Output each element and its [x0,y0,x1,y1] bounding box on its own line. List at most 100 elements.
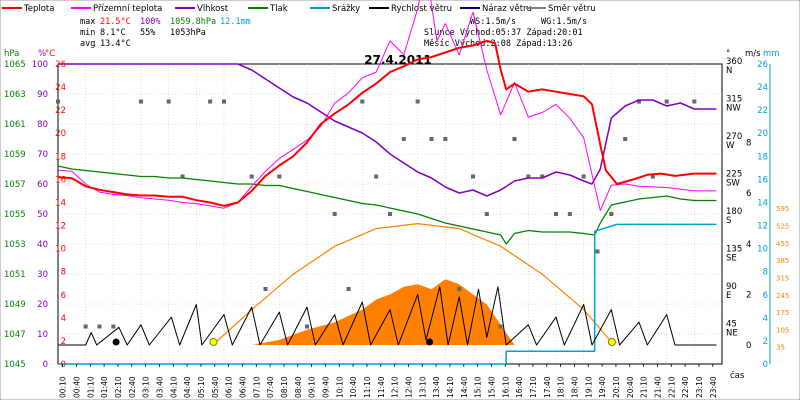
press-tick-2: 1061 [4,120,26,130]
mm-tick-9: 8 [763,268,768,278]
axis-unit-mm: mm [763,49,780,59]
time-tick-25: 12:40 [404,376,413,398]
wind-direction-point-29 [554,212,558,216]
legend-label-3: Tlak [269,4,288,14]
time-tick-34: 17:10 [529,376,538,398]
ms-tick-2: 4 [746,240,751,250]
dir-compass-3: SW [726,179,740,189]
ms-tick-3: 2 [746,290,751,300]
hum-tick-8: 20 [37,300,48,310]
sun-elevation-line [212,223,615,346]
time-tick-13: 06:40 [238,376,247,398]
legend-label-5: Rychlost větru [391,4,452,14]
rain-line [58,223,717,365]
dir-tick-7: 45 [726,320,737,330]
press-tick-3: 1059 [4,150,26,160]
wind-direction-point-22 [457,287,462,291]
ms-tick-1: 6 [746,189,751,199]
wind-direction-point-1 [83,324,88,329]
wind-direction-point-6 [180,174,185,179]
temp-tick-8: 10 [55,245,66,255]
temp-tick-5: 16 [55,175,66,185]
dir-tick-5: 135 [726,245,742,255]
wind-direction-point-5 [166,99,171,104]
wind-direction-point-23 [471,174,475,179]
wind-speed-line [58,286,717,346]
wind-direction-point-16 [374,174,379,179]
dir-compass-7: NE [726,329,738,339]
wind-direction-point-20 [429,137,434,141]
time-tick-47: 23:40 [709,376,718,398]
axis-unit-ms: m/s [745,49,761,59]
mm-tick-4: 18 [757,152,768,162]
hum-tick-9: 10 [37,330,48,340]
wind-direction-point-10 [263,287,268,291]
axis-unit-temp: °C [45,49,55,59]
time-tick-40: 20:10 [612,376,621,398]
wind-direction-point-33 [609,212,614,216]
time-tick-1: 00:40 [72,376,81,398]
humidity-line [58,63,717,197]
mm-fine-tick-10: 245 [776,292,789,300]
wind-direction-point-24 [484,212,489,216]
wind-direction-point-34 [623,137,628,141]
time-tick-10: 05:10 [197,376,206,398]
press-tick-1: 1063 [4,90,26,100]
time-tick-45: 22:40 [681,376,690,398]
stats-max-temp: 21.5°C [100,17,131,27]
sunset-marker [607,338,616,346]
time-tick-15: 07:40 [266,376,275,398]
mm-tick-11: 4 [763,314,768,324]
wind-direction-point-19 [415,99,420,104]
time-tick-28: 14:10 [446,376,455,398]
wind-direction-point-26 [512,137,517,141]
press-tick-4: 1057 [4,180,26,190]
press-tick-6: 1053 [4,240,26,250]
time-tick-24: 12:10 [391,376,400,398]
mm-fine-tick-8: 385 [776,257,789,265]
legend-label-1: Přízemní teplota [93,4,162,14]
axis-unit-dir: ° [726,49,730,59]
temp-tick-9: 8 [61,268,66,278]
dir-tick-3: 225 [726,170,742,180]
temp-tick-4: 18 [55,152,66,162]
time-tick-4: 02:10 [114,376,123,398]
mm-fine-tick-5: 595 [776,205,789,213]
wind-direction-point-0 [56,99,60,104]
sunrise-marker [209,338,218,346]
wind-direction-point-9 [249,174,254,179]
mm-tick-2: 22 [757,106,768,116]
time-tick-6: 03:10 [142,376,151,398]
time-tick-16: 08:10 [280,376,289,398]
chart-legend: Teplota Přízemní teplota Vlhkost Tlak Srážky… [2,4,596,14]
dir-tick-0: 360 [726,57,742,67]
time-tick-32: 16:10 [501,376,510,398]
time-tick-43: 21:40 [653,376,662,398]
temp-tick-0: 26 [55,60,66,70]
legend-label-2: Vlhkost [197,4,229,14]
temp-tick-10: 6 [61,291,66,301]
time-tick-26: 13:10 [418,376,427,398]
mm-tick-7: 12 [757,222,768,232]
wind-direction-point-27 [526,174,531,179]
hum-tick-5: 50 [37,210,48,220]
legend-label-0: Teplota [23,4,54,14]
wind-direction-point-18 [401,137,406,141]
stats-min-hum: 55% [140,28,155,38]
time-tick-20: 10:10 [335,376,344,398]
axis-unit-time: čas [730,370,745,381]
wind-direction-point-37 [664,99,669,104]
hum-tick-0: 100 [32,60,48,70]
mm-fine-tick-13: 35 [776,344,785,352]
dir-compass-1: NW [726,104,741,114]
wind-direction-point-31 [581,174,586,179]
temp-tick-3: 20 [55,129,66,139]
time-tick-41: 20:40 [626,376,635,398]
mm-tick-12: 2 [763,337,768,347]
axes: hPa %°C ° m/s mm čas 1065 1063 1061 1059 1057 1055 1… [4,49,789,398]
mm-tick-6: 14 [757,198,768,208]
wind-direction-point-2 [97,324,102,329]
wind-direction-point-14 [346,287,351,291]
stats-max-press: 1059.8hPa [170,17,216,27]
mm-tick-0: 26 [757,60,768,70]
